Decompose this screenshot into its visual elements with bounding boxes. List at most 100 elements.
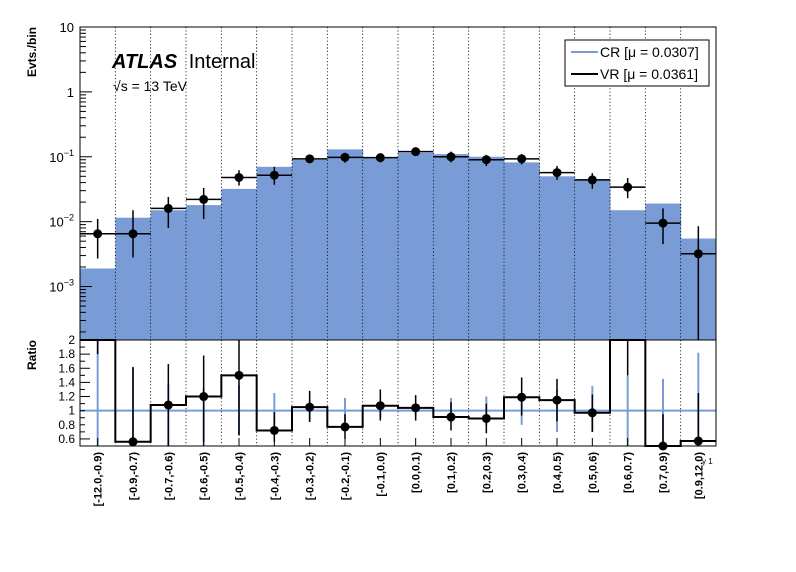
x-tick-label-9: [0.0,0.1) bbox=[411, 452, 423, 493]
vr-point-16 bbox=[658, 218, 668, 228]
cr-bar-3 bbox=[186, 205, 222, 340]
cr-bar-5 bbox=[256, 166, 293, 340]
vr-point-3 bbox=[199, 194, 209, 204]
ratio-point-3 bbox=[199, 392, 209, 402]
vr-point-7 bbox=[340, 152, 350, 162]
atlas-label: ATLAS Internal bbox=[111, 51, 255, 73]
energy-label: √s = 13 TeV bbox=[113, 78, 188, 94]
cr-bar-10 bbox=[433, 154, 470, 340]
ratio-ytick-label: 1 bbox=[68, 404, 75, 418]
cr-bar-13 bbox=[539, 176, 576, 340]
cr-bar-8 bbox=[362, 158, 399, 340]
ratio-point-4 bbox=[234, 370, 244, 380]
ratio-points bbox=[96, 340, 703, 451]
cr-bar-9 bbox=[398, 152, 434, 340]
x-tick-label-10: [0.1,0.2) bbox=[446, 452, 458, 493]
main-ytick-label: 10 bbox=[60, 20, 74, 35]
ratio-y-axis: 0.60.811.21.41.61.82 bbox=[58, 333, 90, 447]
x-tick-label-5: [-0.4,-0.3) bbox=[269, 452, 281, 501]
cr-histogram bbox=[80, 149, 717, 340]
atlas-bold: ATLAS bbox=[111, 51, 178, 73]
vr-point-0 bbox=[93, 229, 103, 239]
x-tick-label-12: [0.3,0.4) bbox=[517, 452, 529, 493]
ratio-point-13 bbox=[552, 395, 562, 405]
x-tick-label-6: [-0.3,-0.2) bbox=[305, 452, 317, 501]
x-tick-label-16: [0.7,0.9) bbox=[658, 452, 670, 493]
ratio-point-10 bbox=[446, 412, 456, 422]
cr-bar-4 bbox=[221, 188, 258, 340]
vr-point-4 bbox=[234, 172, 244, 182]
vr-point-9 bbox=[411, 147, 421, 157]
vr-point-8 bbox=[375, 153, 385, 163]
vr-point-15 bbox=[623, 182, 633, 192]
ratio-ytick-label: 1.8 bbox=[58, 347, 75, 361]
main-ytick-exponent: −1 bbox=[64, 148, 74, 158]
sqrt-symbol: √ bbox=[113, 78, 121, 94]
legend: CR [μ = 0.0307] VR [μ = 0.0361] bbox=[564, 39, 710, 87]
main-y-axis: 10 1 10 −1 10−2 10−3 bbox=[49, 20, 92, 333]
energy-text: s = 13 TeV bbox=[121, 78, 188, 94]
ratio-ytick-label: 1.2 bbox=[58, 390, 75, 404]
x-tick-label-8: [-0.1,0.0) bbox=[375, 452, 387, 497]
vr-point-11 bbox=[481, 155, 491, 165]
ratio-point-2 bbox=[163, 400, 173, 410]
cr-bar-7 bbox=[327, 149, 364, 340]
x-tick-label-15: [0.6,0.7) bbox=[623, 452, 635, 493]
x-tick-label-11: [0.2,0.3) bbox=[481, 452, 493, 493]
ratio-panel: 0.60.811.21.41.61.82 Ratio bbox=[25, 333, 717, 451]
main-ytick-base: 1 bbox=[67, 85, 74, 100]
ratio-y-label: Ratio bbox=[25, 340, 39, 370]
cr-bar-11 bbox=[468, 156, 505, 340]
ratio-point-12 bbox=[517, 392, 527, 402]
main-ytick-label: 1 bbox=[67, 85, 74, 100]
vr-point-10 bbox=[446, 152, 456, 162]
main-ytick-base: 10 bbox=[60, 20, 74, 35]
ratio-ytick-label: 1.6 bbox=[58, 361, 75, 375]
cr-bar-15 bbox=[610, 210, 646, 340]
ratio-point-8 bbox=[375, 401, 385, 411]
ratio-point-5 bbox=[269, 425, 279, 435]
x-tick-labels: [-12.0,-0.9) [-0.9,-0.7) [-0.7,-0.6) [-0.6,… bbox=[93, 438, 705, 507]
x-tick-label-17: [0.9,12.0) bbox=[693, 452, 705, 499]
ratio-point-14 bbox=[587, 408, 597, 418]
main-ytick-exponent: −3 bbox=[64, 278, 74, 288]
atlas-internal: Internal bbox=[189, 51, 256, 73]
x-tick-label-7: [-0.2,-0.1) bbox=[340, 452, 352, 501]
ratio-ytick-label: 1.4 bbox=[58, 375, 75, 389]
main-ytick-label: 10−3 bbox=[49, 278, 74, 295]
x-tick-label-2: [-0.7,-0.6) bbox=[163, 452, 175, 501]
main-y-label: Evts./bin bbox=[25, 27, 39, 77]
x-tick-label-14: [0.5,0.6) bbox=[587, 452, 599, 493]
vr-point-17 bbox=[693, 249, 703, 259]
vr-point-6 bbox=[305, 154, 315, 164]
x-tick-label-0: [-12.0,-0.9) bbox=[93, 452, 105, 507]
legend-vr-label: VR [μ = 0.0361] bbox=[600, 66, 698, 82]
ratio-bin-boundary-lines bbox=[114, 340, 682, 446]
ratio-histogram bbox=[80, 339, 716, 447]
ratio-ytick-label: 2 bbox=[68, 333, 75, 347]
ratio-point-7 bbox=[340, 422, 350, 432]
vr-point-14 bbox=[587, 175, 597, 185]
ratio-point-9 bbox=[411, 403, 421, 413]
legend-cr-label: CR [μ = 0.0307] bbox=[600, 44, 699, 60]
ratio-ytick-label: 0.6 bbox=[58, 432, 75, 446]
main-ytick-base: 10 bbox=[49, 280, 63, 295]
vr-point-1 bbox=[128, 229, 138, 239]
cr-bar-14 bbox=[574, 179, 611, 340]
x-tick-label-4: [-0.5,-0.4) bbox=[234, 452, 246, 501]
vr-point-5 bbox=[269, 170, 279, 180]
x-tick-label-3: [-0.6,-0.5) bbox=[199, 452, 211, 501]
ratio-ytick-label: 0.8 bbox=[58, 418, 75, 432]
cr-bar-2 bbox=[150, 210, 187, 340]
x-axis-title: γ 1 bbox=[702, 457, 713, 466]
main-panel: 10 1 10 −1 10−2 10−3 Evts./bin ATLAS Internal… bbox=[25, 20, 717, 341]
vr-point-12 bbox=[517, 154, 527, 164]
cr-bar-12 bbox=[504, 162, 540, 340]
main-ytick-label: 10−2 bbox=[49, 213, 74, 230]
cr-ratio-error-bars bbox=[96, 340, 700, 446]
ratio-step-line bbox=[80, 339, 716, 447]
ratio-frame bbox=[79, 339, 717, 447]
x-tick-label-13: [0.4,0.5) bbox=[552, 452, 564, 493]
x-tick-label-1: [-0.9,-0.7) bbox=[128, 452, 140, 501]
